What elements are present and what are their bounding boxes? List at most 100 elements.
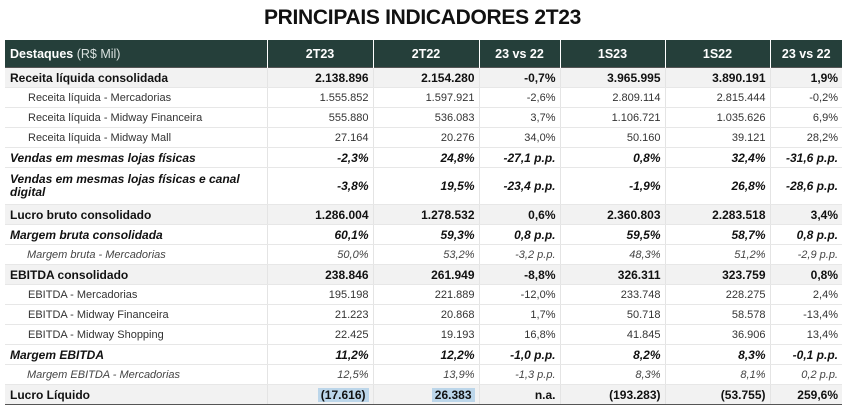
row-value-cell: 19.193	[373, 324, 480, 345]
table-row: Margem EBITDA - Mercadorias 12,5% 13,9% -1,…	[5, 364, 842, 385]
row-value-cell: 3.965.995	[560, 67, 666, 88]
indicators-table: Destaques (R$ Mil) 2T23 2T22 23 vs 22 1S…	[5, 40, 842, 405]
header-destaques-label: Destaques	[10, 46, 74, 61]
row-value-cell: 8,2%	[560, 344, 666, 365]
row-value-cell: 50.160	[560, 127, 666, 148]
header-col-1s-variation: 23 vs 22	[770, 40, 842, 68]
row-value-cell: 26.383	[373, 384, 480, 405]
row-value-cell: -3,8%	[267, 167, 374, 205]
row-value-cell: 555.880	[267, 107, 374, 128]
row-value-cell: 39.121	[665, 127, 771, 148]
row-value-cell: 2.809.114	[560, 87, 666, 108]
table-body: Receita líquida consolidada 2.138.896 2.15…	[5, 67, 842, 405]
row-value-cell: -23,4 p.p.	[479, 167, 561, 205]
row-value-cell: 261.949	[373, 264, 480, 285]
row-value-cell: 228.275	[665, 284, 771, 305]
row-value-cell: (17.616)	[267, 384, 374, 405]
row-value-cell: 13,9%	[373, 364, 480, 385]
row-value-cell: 21.223	[267, 304, 374, 325]
row-label: Receita líquida - Midway Financeira	[5, 107, 268, 128]
row-value-cell: 34,0%	[479, 127, 561, 148]
table-row: EBITDA consolidado 238.846 261.949 -8,8% 326…	[5, 264, 842, 285]
row-value-cell: -1,9%	[560, 167, 666, 205]
row-value-cell: 27.164	[267, 127, 374, 148]
row-value-cell: 536.083	[373, 107, 480, 128]
row-label: Margem bruta - Mercadorias	[5, 244, 268, 265]
row-value-cell: 58.578	[665, 304, 771, 325]
row-value-cell: 326.311	[560, 264, 666, 285]
row-label: Margem EBITDA - Mercadorias	[5, 364, 268, 385]
row-label: Lucro bruto consolidado	[5, 204, 268, 225]
header-col-1s23: 1S23	[560, 40, 666, 68]
row-value-cell: 12,2%	[373, 344, 480, 365]
row-value-cell: 26,8%	[665, 167, 771, 205]
row-value-cell: 1,9%	[770, 67, 842, 88]
table-row: EBITDA - Midway Financeira 21.223 20.868 1,…	[5, 304, 842, 325]
row-value-cell: 259,6%	[770, 384, 842, 405]
row-value-cell: -13,4%	[770, 304, 842, 325]
row-value-cell: 59,5%	[560, 224, 666, 245]
row-value-cell: -0,2%	[770, 87, 842, 108]
row-value-cell: 2.283.518	[665, 204, 771, 225]
table-row: EBITDA - Midway Shopping 22.425 19.193 16,8…	[5, 324, 842, 345]
row-value-cell: 28,2%	[770, 127, 842, 148]
row-value-cell: 24,8%	[373, 147, 480, 168]
header-col-1s22: 1S22	[665, 40, 771, 68]
row-value-cell: 8,3%	[665, 344, 771, 365]
highlighted-value: 26.383	[431, 387, 475, 402]
row-value-cell: 0,8%	[560, 147, 666, 168]
row-label: Receita líquida consolidada	[5, 67, 268, 88]
row-value-cell: 19,5%	[373, 167, 480, 205]
header-col-2t22: 2T22	[373, 40, 480, 68]
row-value-cell: 238.846	[267, 264, 374, 285]
header-unit: (R$ Mil)	[76, 46, 121, 61]
row-value-cell: 48,3%	[560, 244, 666, 265]
row-value-cell: 20.868	[373, 304, 480, 325]
table-row: Margem bruta consolidada 60,1% 59,3% 0,8 p.…	[5, 224, 842, 245]
row-value-cell: 60,1%	[267, 224, 374, 245]
row-value-cell: 13,4%	[770, 324, 842, 345]
row-value-cell: 1.286.004	[267, 204, 374, 225]
row-value-cell: 195.198	[267, 284, 374, 305]
row-value-cell: 1,7%	[479, 304, 561, 325]
row-value-cell: -0,1 p.p.	[770, 344, 842, 365]
row-value-cell: 53,2%	[373, 244, 480, 265]
row-value-cell: -0,7%	[479, 67, 561, 88]
row-value-cell: 50,0%	[267, 244, 374, 265]
table-row: Receita líquida consolidada 2.138.896 2.15…	[5, 67, 842, 88]
row-value-cell: -8,8%	[479, 264, 561, 285]
row-value-cell: -1,3 p.p.	[479, 364, 561, 385]
row-value-cell: 0,8 p.p.	[770, 224, 842, 245]
table-row: Vendas em mesmas lojas físicas -2,3% 24,8%…	[5, 147, 842, 168]
row-value-cell: 22.425	[267, 324, 374, 345]
row-value-cell: 0,8 p.p.	[479, 224, 561, 245]
row-value-cell: 32,4%	[665, 147, 771, 168]
row-value-cell: 36.906	[665, 324, 771, 345]
table-row: Lucro Líquido (17.616) 26.383 n.a. (193.283)…	[5, 384, 842, 405]
row-label: Lucro Líquido	[5, 384, 268, 405]
row-value-cell: 323.759	[665, 264, 771, 285]
row-value-cell: 1.555.852	[267, 87, 374, 108]
row-label: EBITDA - Mercadorias	[5, 284, 268, 305]
row-value-cell: 2.360.803	[560, 204, 666, 225]
row-value-cell: 233.748	[560, 284, 666, 305]
row-value-cell: 3,7%	[479, 107, 561, 128]
row-value-cell: (53.755)	[665, 384, 771, 405]
row-label: EBITDA consolidado	[5, 264, 268, 285]
row-value-cell: 0,2 p.p.	[770, 364, 842, 385]
row-value-cell: 8,1%	[665, 364, 771, 385]
row-value-cell: 58,7%	[665, 224, 771, 245]
table-row: Receita líquida - Midway Mall 27.164 20.27…	[5, 127, 842, 148]
row-label: Vendas em mesmas lojas físicas	[5, 147, 268, 168]
header-col-2t23: 2T23	[267, 40, 374, 68]
row-value-cell: 12,5%	[267, 364, 374, 385]
table-row: Lucro bruto consolidado 1.286.004 1.278.53…	[5, 204, 842, 225]
row-label: EBITDA - Midway Financeira	[5, 304, 268, 325]
row-value-cell: 221.889	[373, 284, 480, 305]
row-value-cell: -31,6 p.p.	[770, 147, 842, 168]
row-value-cell: 2.154.280	[373, 67, 480, 88]
row-value-cell: 6,9%	[770, 107, 842, 128]
row-label: Receita líquida - Mercadorias	[5, 87, 268, 108]
row-value-cell: 51,2%	[665, 244, 771, 265]
table-row: EBITDA - Mercadorias 195.198 221.889 -12,0%…	[5, 284, 842, 305]
